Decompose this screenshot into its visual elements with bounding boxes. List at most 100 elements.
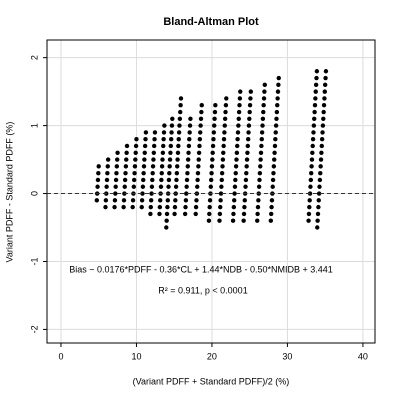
point <box>165 198 170 203</box>
point <box>124 143 130 149</box>
point <box>183 198 189 203</box>
point <box>188 116 193 122</box>
point <box>115 150 120 155</box>
point <box>197 136 203 142</box>
point <box>313 96 318 101</box>
point <box>223 109 228 115</box>
point <box>167 157 173 162</box>
point <box>233 170 238 176</box>
point <box>309 170 314 176</box>
point <box>196 164 201 169</box>
point <box>261 96 267 101</box>
point <box>148 198 154 203</box>
point <box>133 150 138 155</box>
point <box>167 170 172 176</box>
point <box>131 177 137 183</box>
point <box>234 150 240 155</box>
point <box>233 177 238 183</box>
point <box>322 89 327 94</box>
point <box>121 204 126 210</box>
point <box>315 211 321 217</box>
point <box>122 184 127 189</box>
point <box>275 103 280 108</box>
y-axis-label: Variant PDFF - Standard PDFF (%) <box>4 122 14 263</box>
point <box>142 157 147 162</box>
point <box>237 103 242 108</box>
point <box>186 150 191 155</box>
point <box>323 69 329 74</box>
point <box>164 225 169 230</box>
point <box>221 150 226 155</box>
point <box>185 157 191 162</box>
point <box>261 103 266 108</box>
point <box>210 157 215 162</box>
point <box>306 218 311 223</box>
point <box>94 198 100 203</box>
point <box>275 89 281 94</box>
point <box>159 164 165 169</box>
point <box>310 150 315 155</box>
point <box>223 103 229 108</box>
y-tick-label: -1 <box>29 257 39 265</box>
point <box>222 123 227 128</box>
point <box>243 184 248 189</box>
point <box>196 157 201 162</box>
point <box>219 184 224 189</box>
point <box>270 177 276 183</box>
point <box>169 130 174 135</box>
point <box>151 157 156 162</box>
point <box>132 164 138 169</box>
point <box>248 89 254 94</box>
point <box>232 184 238 189</box>
x-tick-label: 10 <box>131 351 141 361</box>
point <box>217 211 223 217</box>
point <box>222 116 228 122</box>
x-axis-label: (Variant PDFF + Standard PDFF)/2 (%) <box>133 376 290 386</box>
point <box>143 136 148 142</box>
point <box>141 177 146 183</box>
point <box>112 198 118 203</box>
point <box>218 198 223 203</box>
point <box>322 82 328 88</box>
point <box>230 218 236 223</box>
point <box>176 143 181 149</box>
point <box>175 164 180 169</box>
point <box>255 218 260 223</box>
point <box>269 198 275 203</box>
point <box>158 198 163 203</box>
point <box>256 198 261 203</box>
x-tick-label: 20 <box>207 351 217 361</box>
point <box>124 157 129 162</box>
point <box>160 157 165 162</box>
point <box>212 109 218 115</box>
point <box>105 170 110 176</box>
point <box>257 177 262 183</box>
point <box>258 150 264 155</box>
point <box>307 204 312 210</box>
point <box>170 116 175 122</box>
annotation: Bias ~ 0.0176*PDFF - 0.36*CL + 1.44*NDB … <box>69 264 333 274</box>
point <box>236 123 241 128</box>
point <box>259 143 264 149</box>
point <box>152 136 157 142</box>
point <box>275 96 280 101</box>
point <box>123 170 128 176</box>
point <box>209 170 214 176</box>
point <box>212 123 217 128</box>
point <box>315 225 320 230</box>
point <box>113 177 119 183</box>
point <box>246 130 251 135</box>
point <box>115 157 120 162</box>
point <box>141 164 147 169</box>
point <box>187 130 192 135</box>
point <box>211 136 216 142</box>
point <box>313 82 319 88</box>
point <box>260 116 266 122</box>
point <box>105 164 110 169</box>
point <box>142 143 148 149</box>
point <box>218 204 223 210</box>
point <box>259 136 264 142</box>
point <box>193 204 199 210</box>
point <box>271 170 276 176</box>
